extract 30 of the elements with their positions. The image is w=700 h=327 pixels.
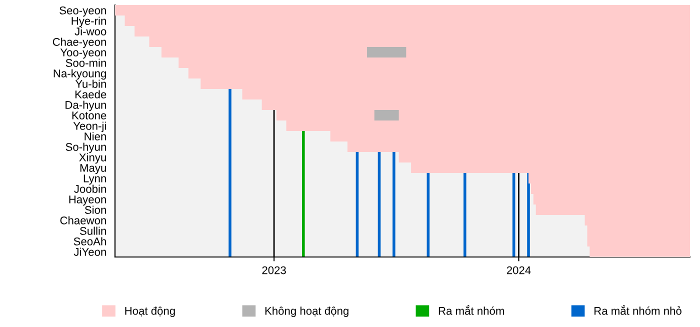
y-tick-label: SeoAh bbox=[74, 237, 106, 246]
legend-label: Ra mắt nhóm bbox=[438, 305, 504, 315]
y-tick-label: Mayu bbox=[80, 164, 106, 174]
y-tick-label: Lynn bbox=[84, 174, 106, 185]
y-tick-label: Da-hyun bbox=[66, 100, 106, 112]
y-tick-label: Xinyu bbox=[79, 153, 106, 164]
y-tick-label: Chae-yeon bbox=[52, 38, 106, 48]
y-tick-label: Kotone bbox=[72, 112, 106, 120]
y-tick-label: Hayeon bbox=[69, 196, 106, 206]
legend-label: Ra mắt nhóm nhỏ bbox=[594, 305, 682, 315]
y-tick-label: Ji-woo bbox=[74, 27, 106, 36]
y-tick-label: Kaede bbox=[75, 90, 106, 98]
legend-label: Hoạt động bbox=[125, 306, 175, 317]
legend-label: Không hoạt động bbox=[265, 306, 348, 317]
y-tick-label: Yeon-ji bbox=[73, 122, 106, 132]
x-tick-label: 2023 bbox=[262, 266, 286, 274]
y-tick-label: Hye-rin bbox=[72, 16, 106, 28]
y-tick-label: Seo-yeon bbox=[60, 6, 106, 17]
y-tick-label: Chaewon bbox=[60, 216, 106, 224]
y-tick-label: Soo-min bbox=[66, 58, 106, 67]
x-tick-label: 2024 bbox=[506, 266, 531, 274]
y-tick-label: So-hyun bbox=[66, 142, 106, 154]
y-tick-label: Joobin bbox=[74, 184, 106, 193]
y-tick-label: Yoo-yeon bbox=[60, 48, 106, 59]
y-tick-label: Sion bbox=[84, 206, 106, 214]
y-tick-label: JiYeon bbox=[74, 248, 106, 256]
y-tick-label: Na-kyoung bbox=[54, 69, 106, 80]
y-tick-label: Yu-bin bbox=[75, 80, 106, 88]
y-tick-label: Nien bbox=[84, 132, 106, 140]
y-tick-label: Sullin bbox=[80, 226, 106, 235]
